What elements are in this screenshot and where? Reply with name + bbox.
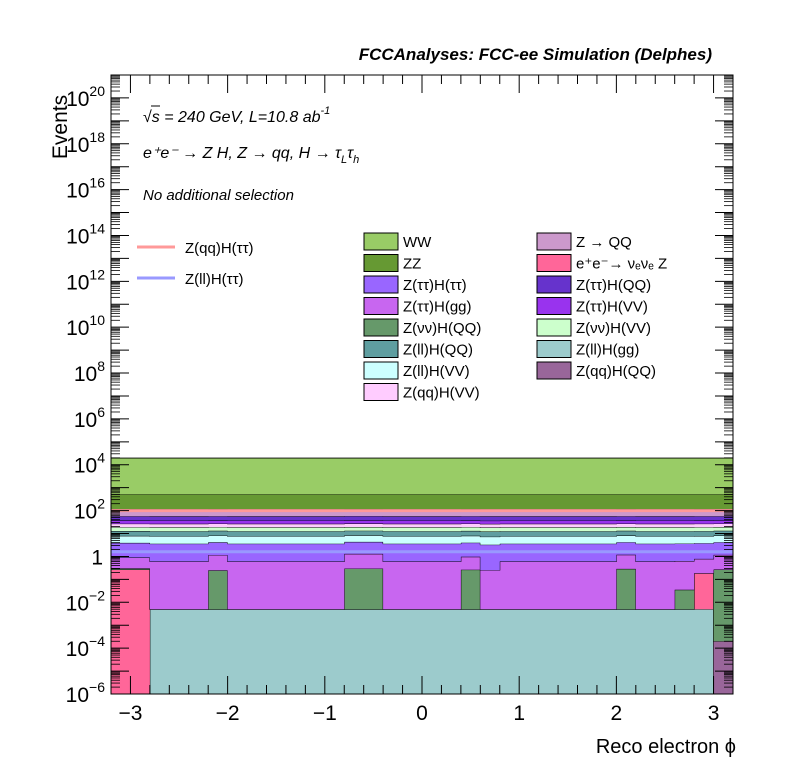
legend-label-z-qq: Z → QQ bbox=[576, 234, 632, 251]
legend-swatch-z-qq bbox=[536, 232, 572, 251]
y-tick-label: 10−4 bbox=[66, 633, 106, 661]
legend-swatch-zz bbox=[363, 254, 399, 272]
legend-swatch-z-ll-h-gg bbox=[536, 340, 572, 358]
legend-label-z-h-qq: Z(ττ)H(QQ) bbox=[576, 277, 651, 294]
stack-area-z-h-vv bbox=[111, 520, 733, 524]
x-tick-label: −3 bbox=[118, 702, 142, 725]
legend-label-z-ll-h-vv: Z(ll)H(VV) bbox=[403, 363, 470, 380]
x-axis-title: Reco electron ϕ bbox=[596, 736, 736, 758]
legend-label-z-h-vv: Z(νν)H(VV) bbox=[576, 320, 651, 337]
x-tick-label: 0 bbox=[416, 702, 428, 725]
y-tick-label: 104 bbox=[74, 450, 105, 478]
stack-area-z-ll-h-qq bbox=[111, 530, 733, 537]
legend-swatch-ww bbox=[363, 232, 399, 251]
legend-label-z-ll-h-gg: Z(ll)H(gg) bbox=[576, 342, 639, 359]
y-tick-label: 1010 bbox=[66, 312, 105, 340]
y-tick-label: 10−6 bbox=[66, 679, 106, 707]
process-label: e⁺e⁻ → Z H, Z → qq, H → τLτh bbox=[143, 145, 359, 166]
stack-area-z-h bbox=[111, 541, 733, 571]
stack-area-ww bbox=[111, 458, 733, 495]
stack-area-z-qq-h-vv bbox=[111, 523, 733, 528]
x-tick-label: 1 bbox=[513, 702, 525, 725]
legend-label-z-h-qq: Z(νν)H(QQ) bbox=[403, 320, 481, 337]
legend-swatch-z-h-vv bbox=[536, 297, 572, 315]
x-tick-label: −1 bbox=[313, 702, 337, 725]
stack-area-z-h-qq bbox=[111, 516, 733, 521]
legend-swatch-z-qq-h-qq bbox=[536, 361, 572, 380]
y-tick-label: 1014 bbox=[66, 220, 105, 248]
y-tick-label: 102 bbox=[74, 496, 105, 524]
legend-swatch-z-h-qq bbox=[363, 318, 399, 337]
legend-label-z-h: Z(ττ)H(ττ) bbox=[403, 277, 467, 294]
y-tick-label: 1020 bbox=[66, 83, 105, 111]
stack-area-z-h-vv bbox=[111, 527, 733, 532]
y-tick-label: 106 bbox=[74, 404, 105, 432]
y-axis-title: Events bbox=[49, 95, 72, 159]
signal-lines bbox=[111, 509, 733, 554]
legend-label-z-qq-h-qq: Z(qq)H(QQ) bbox=[576, 363, 656, 380]
legend-label-z-qq-h: Z(qq)H(ττ) bbox=[185, 240, 254, 257]
legend-label-z-ll-h: Z(ll)H(ττ) bbox=[185, 271, 244, 288]
legend-swatch-z-h-qq bbox=[536, 275, 572, 294]
chart-title: FCCAnalyses: FCC-ee Simulation (Delphes) bbox=[359, 45, 713, 64]
axes: 10−610−410−21102104106108101010121014101… bbox=[66, 74, 734, 725]
x-tick-label: 3 bbox=[708, 702, 720, 725]
legend: Z(qq)H(ττ) Z(ll)H(ττ) WW Z → QQ ZZ e⁺e⁻→ νₑνₑ… bbox=[137, 232, 667, 402]
legend-swatch-z-ll-h-vv bbox=[363, 361, 399, 380]
x-tick-label: −2 bbox=[216, 702, 240, 725]
stack-area-z-h-gg bbox=[111, 553, 733, 610]
y-tick-label: 1012 bbox=[66, 266, 105, 294]
legend-label-zz: ZZ bbox=[403, 256, 421, 273]
selection-label: No additional selection bbox=[143, 187, 294, 204]
stack-area-zz bbox=[111, 494, 733, 510]
legend-swatch-z-h-gg bbox=[363, 297, 399, 315]
energy-label: √s = 240 GeV, L=10.8 ab-1 bbox=[143, 105, 330, 126]
legend-label-z-h-vv: Z(ττ)H(VV) bbox=[576, 299, 648, 316]
legend-swatch-z-h-vv bbox=[536, 318, 572, 337]
y-tick-label: 1 bbox=[91, 546, 103, 569]
stack-area-z-ll-h-gg bbox=[111, 609, 733, 694]
y-tick-label: 1016 bbox=[66, 175, 105, 203]
legend-swatch-z-qq-h-vv bbox=[363, 383, 399, 401]
legend-label-z-qq-h-vv: Z(qq)H(VV) bbox=[403, 385, 480, 402]
legend-swatch-e-e-z bbox=[536, 254, 572, 272]
y-tick-label: 108 bbox=[74, 358, 105, 386]
legend-swatch-z-ll-h-qq bbox=[363, 340, 399, 358]
legend-swatch-z-h bbox=[363, 275, 399, 294]
y-tick-label: 1018 bbox=[66, 129, 105, 157]
y-tick-label: 10−2 bbox=[66, 587, 106, 615]
stacked-histograms bbox=[111, 457, 733, 695]
legend-label-e-e-z: e⁺e⁻→ νₑνₑ Z bbox=[576, 256, 667, 273]
stack-area-z-ll-h-vv bbox=[111, 535, 733, 545]
x-tick-label: 2 bbox=[611, 702, 623, 725]
legend-label-z-ll-h-qq: Z(ll)H(QQ) bbox=[403, 342, 473, 359]
legend-label-ww: WW bbox=[403, 234, 432, 251]
legend-label-z-h-gg: Z(ττ)H(gg) bbox=[403, 299, 472, 316]
